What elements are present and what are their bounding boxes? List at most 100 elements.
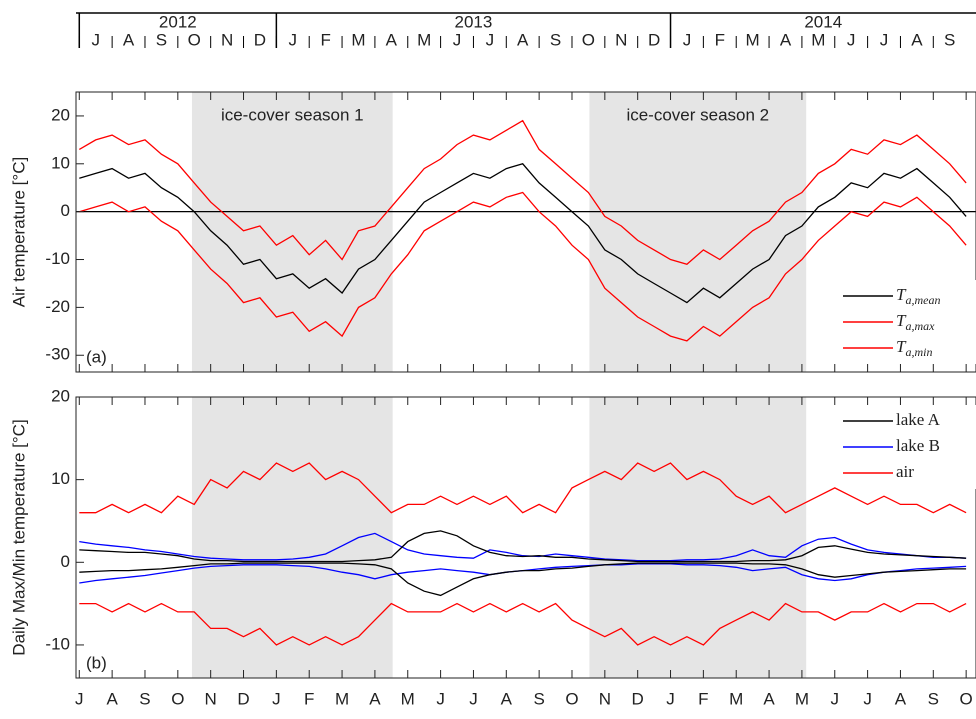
month-label: A [123,30,135,49]
month-label: M [417,30,431,49]
y-tick-label: 10 [51,153,70,172]
y-tick-label: -30 [45,345,70,364]
y-axis-label: Air temperature [°C] [9,157,28,307]
ice-cover-shading [589,397,807,678]
series-line [79,163,967,304]
y-tick-label: 10 [51,469,70,488]
month-label: A [517,30,529,49]
month-label: D [254,30,266,49]
ice-cover-shading [191,397,393,678]
month-label: J [91,30,100,49]
legend-subscript: a,mean [905,293,940,307]
legend-entry: Ta,min [896,337,932,359]
x-tick-label: F [698,689,708,708]
y-axis-label: Daily Max/Min temperature [°C] [9,419,28,655]
x-tick-label: J [272,689,281,708]
max-line [79,530,967,563]
ice-cover-shading [589,92,807,372]
y-tick-label: -20 [45,297,70,316]
legend-name: T [896,285,907,304]
x-tick-label: A [106,689,118,708]
month-label: N [221,30,233,49]
x-tick-label: A [895,689,907,708]
x-tick-label: S [139,689,150,708]
y-tick-label: 20 [51,386,70,405]
x-tick-label: J [75,689,84,708]
max-line [79,532,967,562]
x-tick-label: F [304,689,314,708]
month-label: S [944,30,955,49]
x-tick-label: J [436,689,445,708]
panel-label: (a) [86,347,107,366]
month-label: M [746,30,760,49]
x-tick-label: J [863,689,872,708]
x-tick-label: J [666,689,675,708]
legend-entry: lake A [896,410,941,429]
month-label: O [582,30,595,49]
shading-label: ice-cover season 2 [626,105,769,124]
month-label: J [847,30,856,49]
month-label: M [811,30,825,49]
legend-name: T [896,337,907,356]
x-tick-label: D [237,689,249,708]
series-line [78,119,967,266]
y-tick-label: 0 [61,201,70,220]
x-tick-label: O [171,689,184,708]
month-label: A [780,30,792,49]
x-tick-label: A [763,689,775,708]
min-line [79,562,967,597]
series-line [79,191,967,342]
plot-frame [75,396,976,679]
x-tick-label: A [501,689,513,708]
x-tick-label: M [401,689,415,708]
x-tick-label: N [599,689,611,708]
month-label: A [386,30,398,49]
legend-entry: air [896,462,914,481]
panel-label: (b) [86,653,107,672]
month-label: J [289,30,298,49]
x-tick-label: M [335,689,349,708]
month-label: F [320,30,330,49]
year-label: 2014 [804,12,842,31]
legend-entry: lake B [896,436,940,455]
year-label: 2012 [159,12,197,31]
plot-lines [79,462,967,646]
month-label: J [683,30,692,49]
legend-name: air [896,462,914,481]
x-tick-label: J [831,689,840,708]
x-tick-label: A [369,689,381,708]
x-tick-label: M [795,689,809,708]
min-line [79,602,967,646]
year-label: 2013 [455,12,493,31]
x-tick-label: J [469,689,478,708]
legend-subscript: a,max [905,319,935,333]
x-tick-label: S [928,689,939,708]
x-tick-label: N [205,689,217,708]
legend-name: lake A [896,410,941,429]
x-tick-label: O [960,689,973,708]
month-label: J [453,30,462,49]
x-tick-label: S [533,689,544,708]
plot-lines [78,119,967,342]
month-label: A [911,30,923,49]
month-label: S [156,30,167,49]
legend-entry: Ta,mean [896,285,940,307]
legend-subscript: a,min [905,345,932,359]
month-label: F [715,30,725,49]
plot-frame [75,91,976,373]
legend-name: lake B [896,436,940,455]
month-label: N [615,30,627,49]
max-line [79,462,967,514]
legend-entry: Ta,max [896,311,935,333]
y-tick-label: -10 [45,249,70,268]
month-label: M [351,30,365,49]
x-tick-label: D [632,689,644,708]
month-label: O [188,30,201,49]
shading-label: ice-cover season 1 [221,105,364,124]
y-tick-label: -10 [45,634,70,653]
month-label: J [486,30,495,49]
legend-name: T [896,311,907,330]
month-label: J [880,30,889,49]
month-label: S [550,30,561,49]
